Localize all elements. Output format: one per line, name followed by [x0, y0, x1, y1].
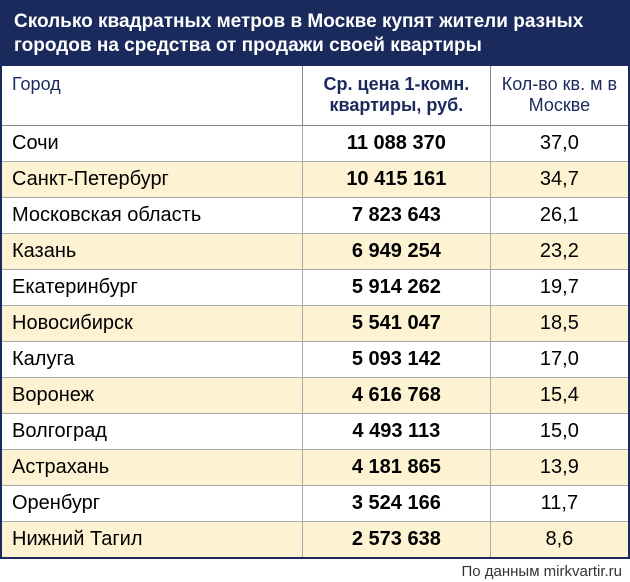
cell-city: Воронеж	[2, 377, 302, 413]
cell-price: 2 573 638	[302, 521, 490, 557]
cell-price: 11 088 370	[302, 125, 490, 161]
table-row: Астрахань4 181 86513,9	[2, 449, 628, 485]
cell-sqm: 23,2	[490, 233, 628, 269]
cell-price: 5 541 047	[302, 305, 490, 341]
cell-price: 4 493 113	[302, 413, 490, 449]
col-header-price: Ср. цена 1-комн. квартиры, руб.	[302, 66, 490, 126]
cell-city: Калуга	[2, 341, 302, 377]
header-row: Город Ср. цена 1-комн. квартиры, руб. Ко…	[2, 66, 628, 126]
cell-city: Новосибирск	[2, 305, 302, 341]
cell-city: Волгоград	[2, 413, 302, 449]
col-header-city: Город	[2, 66, 302, 126]
table-row: Екатеринбург5 914 26219,7	[2, 269, 628, 305]
cell-city: Московская область	[2, 197, 302, 233]
cell-sqm: 37,0	[490, 125, 628, 161]
data-table: Город Ср. цена 1-комн. квартиры, руб. Ко…	[2, 66, 628, 557]
cell-city: Санкт-Петербург	[2, 161, 302, 197]
cell-price: 5 914 262	[302, 269, 490, 305]
cell-sqm: 34,7	[490, 161, 628, 197]
cell-sqm: 19,7	[490, 269, 628, 305]
cell-sqm: 17,0	[490, 341, 628, 377]
cell-sqm: 13,9	[490, 449, 628, 485]
cell-sqm: 15,0	[490, 413, 628, 449]
cell-city: Сочи	[2, 125, 302, 161]
table-row: Сочи11 088 37037,0	[2, 125, 628, 161]
cell-price: 7 823 643	[302, 197, 490, 233]
cell-price: 5 093 142	[302, 341, 490, 377]
cell-price: 3 524 166	[302, 485, 490, 521]
cell-sqm: 18,5	[490, 305, 628, 341]
cell-city: Астрахань	[2, 449, 302, 485]
table-row: Казань6 949 25423,2	[2, 233, 628, 269]
cell-sqm: 11,7	[490, 485, 628, 521]
table-row: Нижний Тагил2 573 6388,6	[2, 521, 628, 557]
cell-price: 6 949 254	[302, 233, 490, 269]
table-row: Московская область7 823 64326,1	[2, 197, 628, 233]
col-header-sqm: Кол-во кв. м в Москве	[490, 66, 628, 126]
table-row: Оренбург3 524 16611,7	[2, 485, 628, 521]
cell-price: 10 415 161	[302, 161, 490, 197]
cell-price: 4 181 865	[302, 449, 490, 485]
table-row: Волгоград4 493 11315,0	[2, 413, 628, 449]
cell-city: Оренбург	[2, 485, 302, 521]
table-row: Калуга5 093 14217,0	[2, 341, 628, 377]
cell-sqm: 8,6	[490, 521, 628, 557]
source-credit: По данным mirkvartir.ru	[0, 559, 630, 582]
cell-city: Казань	[2, 233, 302, 269]
cell-city: Нижний Тагил	[2, 521, 302, 557]
table-container: Сколько квадратных метров в Москве купят…	[0, 0, 630, 559]
cell-sqm: 15,4	[490, 377, 628, 413]
cell-price: 4 616 768	[302, 377, 490, 413]
cell-sqm: 26,1	[490, 197, 628, 233]
table-row: Новосибирск5 541 04718,5	[2, 305, 628, 341]
table-row: Санкт-Петербург10 415 16134,7	[2, 161, 628, 197]
cell-city: Екатеринбург	[2, 269, 302, 305]
table-title: Сколько квадратных метров в Москве купят…	[2, 2, 628, 66]
table-row: Воронеж4 616 76815,4	[2, 377, 628, 413]
